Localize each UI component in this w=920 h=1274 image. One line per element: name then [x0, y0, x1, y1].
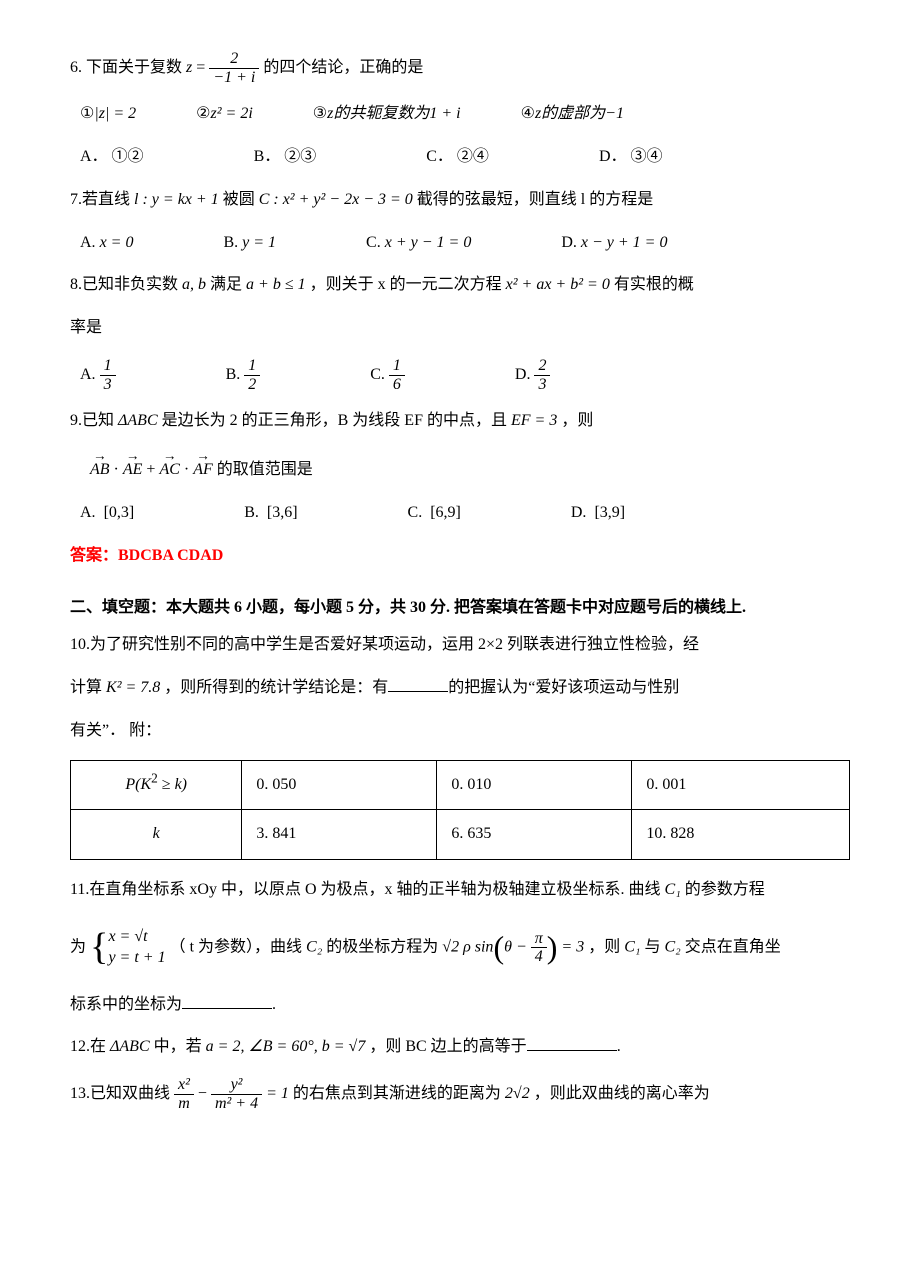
- question-9: 9.已知 ΔABC 是边长为 2 的正三角形，B 为线段 EF 的中点，且 EF…: [70, 407, 850, 436]
- q6-opt-c: C． ②④: [426, 143, 489, 172]
- q9-vectors: AB · AE + AC · AF 的取值范围是: [70, 450, 850, 485]
- q11-blank: [182, 992, 272, 1009]
- q10-line3: 有关”． 附：: [70, 717, 850, 746]
- question-8: 8.已知非负实数 a, b 满足 a + b ≤ 1 ，则关于 x 的一元二次方…: [70, 271, 850, 300]
- q8-options: A. 13 B. 12 C. 16 D. 23: [80, 357, 850, 393]
- q6-fraction: 2 −1 + i: [209, 50, 259, 86]
- table-header-k: k: [71, 810, 242, 860]
- q10-table: P(K2 ≥ k) 0. 050 0. 010 0. 001 k 3. 841 …: [70, 760, 850, 861]
- answers: 答案：BDCBA CDAD: [70, 542, 850, 571]
- question-12: 12.在 ΔABC 中，若 a = 2, ∠B = 60°, b = √7 ，则…: [70, 1033, 850, 1062]
- question-7: 7.若直线 l : y = kx + 1 被圆 C : x² + y² − 2x…: [70, 186, 850, 215]
- q10-blank: [388, 675, 448, 692]
- q8-line2: 率是: [70, 314, 850, 343]
- q9-options: A. [0,3] B. [3,6] C. [6,9] D. [3,9]: [80, 499, 850, 528]
- table-cell: 3. 841: [242, 810, 437, 860]
- question-10: 10.为了研究性别不同的高中学生是否爱好某项运动，运用 2×2 列联表进行独立性…: [70, 631, 850, 660]
- q7-options: A. x = 0 B. y = 1 C. x + y − 1 = 0 D. x …: [80, 229, 850, 258]
- q6-z: z: [186, 59, 192, 76]
- q6-statements: ①|z| = 2 ②z² = 2i ③z的共轭复数为1 + i ④z的虚部为−1: [80, 100, 850, 129]
- q6-options: A． ①② B． ②③ C． ②④ D． ③④: [80, 143, 850, 172]
- q6-opt-a: A． ①②: [80, 143, 144, 172]
- section-2-title: 二、填空题：本大题共 6 小题，每小题 5 分，共 30 分. 把答案填在答题卡…: [70, 594, 850, 623]
- table-cell: 0. 001: [632, 760, 850, 810]
- q11-system: { x = √t y = t + 1: [90, 927, 166, 969]
- q12-blank: [527, 1034, 617, 1051]
- question-13: 13.已知双曲线 x²m − y²m² + 4 = 1 的右焦点到其渐进线的距离…: [70, 1076, 850, 1112]
- table-cell: 6. 635: [437, 810, 632, 860]
- question-11: 11.在直角坐标系 xOy 中，以原点 O 为极点，x 轴的正半轴为极轴建立极坐…: [70, 876, 850, 905]
- table-cell: 10. 828: [632, 810, 850, 860]
- table-cell: 0. 010: [437, 760, 632, 810]
- q10-line2: 计算 K² = 7.8 ，则所得到的统计学结论是：有的把握认为“爱好该项运动与性…: [70, 674, 850, 703]
- q6-stem-a: 6. 下面关于复数: [70, 59, 182, 76]
- table-header-pk: P(K2 ≥ k): [71, 760, 242, 810]
- q11-line2: 为 { x = √t y = t + 1 （ t 为参数），曲线 C₂ 的极坐标…: [70, 919, 850, 977]
- q11-line3: 标系中的坐标为.: [70, 991, 850, 1020]
- q6-opt-b: B． ②③: [254, 143, 317, 172]
- q6-opt-d: D． ③④: [599, 143, 663, 172]
- q6-stem-b: 的四个结论，正确的是: [263, 59, 423, 76]
- table-cell: 0. 050: [242, 760, 437, 810]
- question-6: 6. 下面关于复数 z = 2 −1 + i 的四个结论，正确的是: [70, 50, 850, 86]
